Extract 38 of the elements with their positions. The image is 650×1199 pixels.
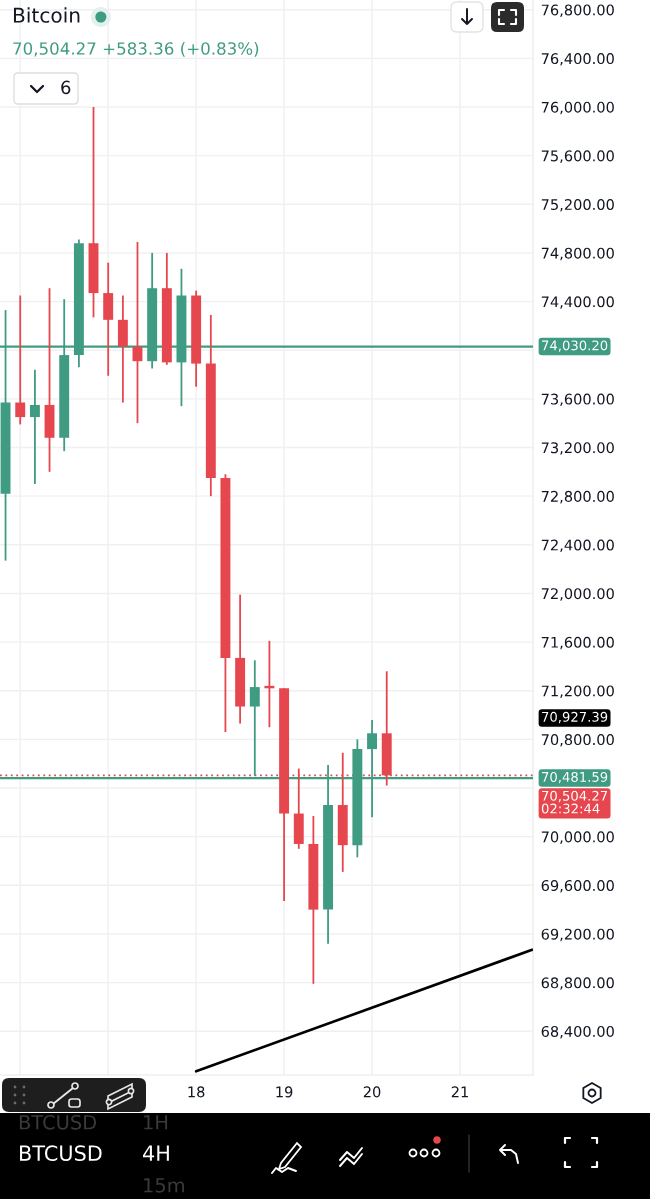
x-tick-label: 18 [188,1086,205,1098]
annotation: 6 [61,80,71,95]
text: BTCUSD [19,1114,97,1130]
x-tick-label: 19 [276,1086,293,1098]
chart-title: Bitcoin [13,7,80,23]
y-tick-label: 76,800.00 [541,4,614,17]
y-tick-label: 70,800.00 [541,734,614,747]
x-tick-label: 20 [363,1086,381,1098]
y-tick-label: 71,600.00 [541,636,614,650]
y-tick-label: 70,000.00 [541,831,614,844]
ref-line-label: 70,504.27 02:32:44 [541,790,608,814]
candlestick [15,294,26,426]
y-tick-label: 71,200.00 [541,685,614,698]
text: 15m [144,1178,185,1193]
text: 1H [144,1115,168,1130]
y-tick-label: 76,000.00 [541,101,614,115]
y-tick-label: 76,400.00 [541,53,614,66]
text: 4H [143,1145,169,1161]
y-tick-label: 72,000.00 [541,588,614,601]
y-tick-label: 75,200.00 [541,199,614,212]
y-tick-label: 74,800.00 [541,247,614,261]
y-tick-label: 75,600.00 [541,150,614,163]
y-tick-label: 68,400.00 [541,1025,614,1039]
y-tick-label: 72,800.00 [541,490,614,504]
y-tick-label: 69,200.00 [541,928,614,942]
ref-line-label: 74,030.20 [542,340,608,352]
candlestick [29,368,40,485]
text: 70,927.39 [542,711,608,724]
y-tick-label: 73,200.00 [541,442,614,455]
y-tick-label: 72,400.00 [541,539,614,553]
y-tick-label: 68,800.00 [541,977,614,990]
text: BTCUSD [20,1145,102,1162]
y-tick-label: 69,600.00 [541,880,614,893]
text: 70,504.27 +583.36 (+0.83%) [13,41,259,57]
ref-line-label: 70,481.59 [542,771,608,784]
y-tick-label: 73,600.00 [541,393,614,407]
y-tick-label: 74,400.00 [541,296,614,309]
x-tick-label: 21 [451,1086,468,1098]
